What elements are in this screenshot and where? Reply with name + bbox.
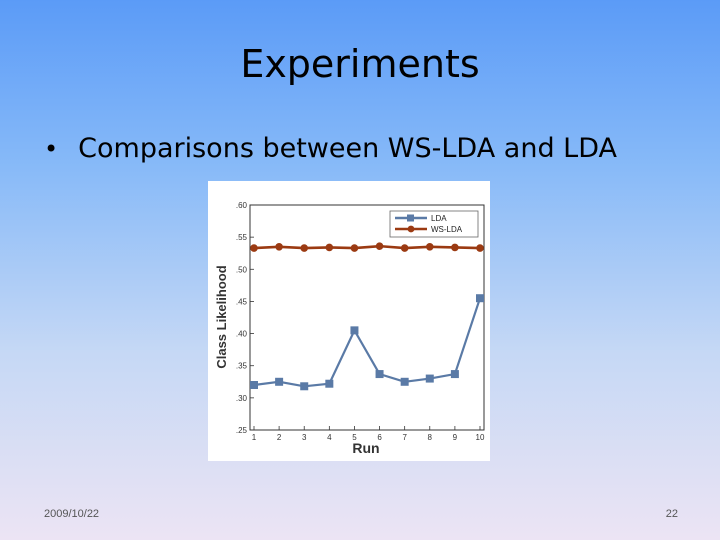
lda-point — [425, 374, 434, 383]
lda-point — [300, 382, 309, 391]
legend-marker — [407, 225, 415, 233]
x-tick-label: 10 — [476, 433, 485, 442]
footer-date: 2009/10/22 — [44, 508, 100, 520]
x-axis-label: Run — [352, 440, 379, 456]
plot-frame — [249, 204, 485, 431]
bullet-point: • Comparisons between WS-LDA and LDA — [44, 133, 617, 164]
y-tick-label: .45 — [236, 297, 248, 306]
line-chart: .25 .30 .35 .40 .45 .50 .55 .60 1 2 3 4 5 6 7 8 9 10 LDA… — [214, 201, 485, 456]
legend-label: LDA — [431, 214, 447, 223]
y-tick-label: .30 — [236, 394, 248, 403]
chart-image: .25 .30 .35 .40 .45 .50 .55 .60 1 2 3 4 5 6 7 8 9 10 LDA… — [208, 181, 490, 461]
ws-lda-point — [325, 243, 334, 252]
x-tick-label: 7 — [402, 433, 407, 442]
ws-lda-point — [451, 243, 459, 252]
bullet-symbol: • — [44, 134, 59, 163]
lda-point — [325, 379, 334, 388]
lda-point — [375, 370, 384, 379]
ws-lda-point — [375, 242, 384, 250]
y-tick-label: .35 — [236, 362, 248, 371]
lda-point — [250, 381, 258, 389]
slide-title: Experiments — [240, 42, 480, 86]
ws-lda-point — [425, 242, 434, 251]
ws-lda-point — [275, 242, 283, 251]
ws-lda-point — [400, 244, 409, 252]
lda-point — [275, 377, 284, 386]
legend-box — [389, 210, 479, 238]
ws-lda-point — [250, 244, 258, 252]
y-tick-label: .25 — [236, 426, 248, 435]
ws-lda-point — [350, 244, 359, 252]
ws-lda-point — [300, 244, 309, 252]
series-line-lda — [253, 297, 482, 388]
bullet-text: Comparisons between WS-LDA and LDA — [78, 133, 617, 164]
y-tick-label: .40 — [236, 330, 248, 339]
page-number: 22 — [665, 508, 678, 520]
lda-point — [400, 377, 409, 386]
ws-lda-point — [476, 244, 484, 252]
lda-point — [350, 326, 359, 335]
x-tick-label: 5 — [352, 433, 357, 442]
y-tick-label: .60 — [236, 201, 248, 210]
lda-point — [476, 294, 484, 303]
x-tick-label: 9 — [453, 433, 458, 442]
x-tick-label: 2 — [277, 433, 282, 442]
x-tick-label: 1 — [252, 433, 257, 442]
lda-point — [450, 370, 459, 379]
x-tick-label: 6 — [377, 433, 382, 442]
y-axis-label: Class Likelihood — [214, 265, 229, 368]
y-tick-label: .55 — [236, 233, 248, 242]
y-tick-label: .50 — [236, 265, 248, 274]
series-line-ws-lda — [253, 244, 481, 250]
legend-label: WS-LDA — [431, 225, 463, 234]
x-tick-label: 3 — [302, 433, 307, 442]
x-tick-label: 4 — [327, 433, 332, 442]
x-tick-label: 8 — [428, 433, 433, 442]
legend-marker — [407, 214, 414, 222]
